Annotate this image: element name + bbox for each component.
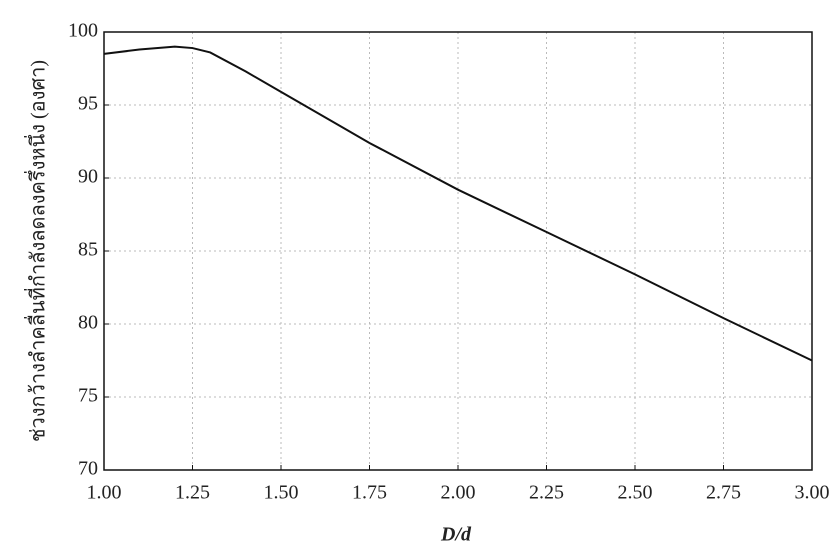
x-tick-label: 1.25 — [175, 482, 210, 504]
y-tick-label: 85 — [78, 239, 98, 261]
x-tick-label: 2.50 — [618, 482, 653, 504]
y-tick-label: 75 — [78, 385, 98, 407]
x-tick-label: 1.50 — [264, 482, 299, 504]
y-tick-label: 95 — [78, 93, 98, 115]
x-tick-label: 2.75 — [706, 482, 741, 504]
data-line — [103, 45, 813, 362]
y-tick-label: 70 — [78, 458, 98, 480]
plot-frame — [103, 31, 813, 471]
x-tick-label: 2.25 — [529, 482, 564, 504]
x-tick-label: 1.00 — [87, 482, 122, 504]
y-tick-label: 80 — [78, 312, 98, 334]
y-tick-label: 100 — [68, 20, 98, 42]
x-tick-label: 3.00 — [795, 482, 830, 504]
x-tick-label: 1.75 — [352, 482, 387, 504]
y-tick-label: 90 — [78, 166, 98, 188]
x-axis-title: D/d — [440, 524, 472, 546]
x-tick-label: 2.00 — [441, 482, 476, 504]
y-axis-title: ช่วงกว้างลำคลื่นที่กำลังลดลงครึ่งหนึ่ง (… — [24, 60, 50, 442]
